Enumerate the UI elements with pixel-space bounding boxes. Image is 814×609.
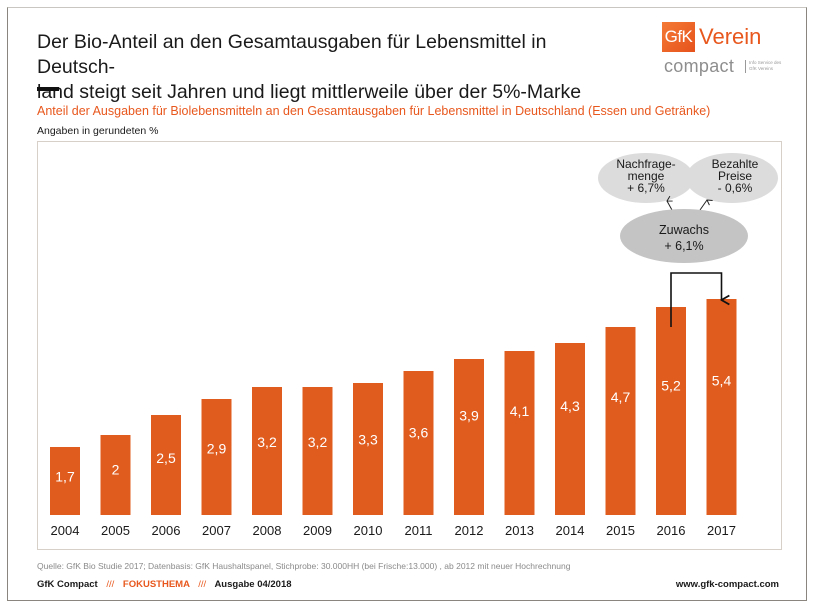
bar-value-label: 2,5 [156,450,176,466]
price-bubble-value: - 0,6% [718,181,753,195]
footer-separator: /// [198,579,207,590]
bar-value-label: 3,6 [409,424,429,440]
bar-2008 [252,387,282,515]
bar-value-label: 2 [112,462,120,478]
publication-name: GfK Compact [37,579,98,590]
bar-value-label: 5,4 [712,373,732,389]
x-tick-label: 2007 [202,523,231,538]
bar-value-label: 4,3 [560,398,580,414]
bar-value-label: 3,3 [358,431,378,447]
bar-2007 [201,399,232,515]
bars-group: 1,7 2004 2 2005 2,5 2006 2,9 2007 3,2 2008 3,2 2009… [50,299,737,538]
bar-2014 [555,343,585,515]
arrow-to-price-icon [699,200,707,211]
x-tick-label: 2010 [354,523,383,538]
growth-bubble-label: Zuwachs [659,223,709,237]
bar-2004 [50,447,80,515]
bar-value-label: 4,7 [611,389,631,405]
arrow-to-demand-icon [667,201,672,211]
annotations-group: Nachfrage- menge + 6,7% Bezahlte Preise … [598,153,778,327]
demand-bubble-line-2: menge [628,169,665,183]
x-tick-label: 2016 [657,523,686,538]
title-line-1: Der Bio-Anteil an den Gesamtausgaben für… [37,31,547,78]
title-line-2: land steigt seit Jahren und liegt mittle… [37,81,582,103]
bar-value-label: 5,2 [661,377,681,393]
x-tick-label: 2012 [455,523,484,538]
gfk-verein-logo: GfK Verein compact Info Service des GfK … [662,18,792,78]
bar-value-label: 2,9 [207,441,227,457]
footer-publication: GfK Compact /// FOKUSTHEMA /// Ausgabe 0… [37,579,292,590]
bar-2006 [151,415,181,515]
x-tick-label: 2017 [707,523,736,538]
price-bubble-line-2: Preise [718,169,752,183]
bar-2013 [504,351,535,515]
footer-separator: /// [106,579,115,590]
section-name: FOKUSTHEMA [122,579,190,590]
growth-bubble [620,209,748,263]
bar-2005 [100,435,131,515]
bar-value-label: 3,9 [459,408,479,424]
growth-bubble-value: + 6,1% [664,239,703,253]
x-tick-label: 2008 [253,523,282,538]
page-title: Der Bio-Anteil an den Gesamtausgaben für… [37,30,597,105]
demand-bubble [598,153,694,203]
bar-value-label: 3,2 [308,434,328,450]
x-tick-label: 2005 [101,523,130,538]
bar-value-label: 1,7 [55,469,75,485]
x-tick-label: 2011 [405,523,433,538]
bar-value-label: 3,2 [257,434,277,450]
price-bubble-line-1: Bezahlte [712,157,759,171]
demand-bubble-line-1: Nachfrage- [616,157,675,171]
logo-compact-text: compact [664,56,735,76]
x-tick-label: 2006 [152,523,181,538]
x-tick-label: 2014 [556,523,585,538]
logo-info-line-2: GfK Vereins [749,65,774,71]
price-bubble [686,153,778,203]
logo-separator [745,60,746,73]
bar-2011 [403,371,434,515]
issue-number: Ausgabe 04/2018 [214,579,292,590]
logo-info-text: Info Service des GfK Vereins [749,60,781,71]
bar-2009 [302,387,333,515]
logo-info-line-1: Info Service des [749,60,782,65]
x-tick-label: 2004 [51,523,80,538]
bar-2016 [656,307,686,515]
bar-2012 [454,359,484,515]
bar-2017 [706,299,737,515]
x-tick-label: 2015 [606,523,635,538]
logo-verein-text: Verein [699,24,762,49]
title-underline [37,87,59,91]
x-tick-label: 2013 [505,523,534,538]
source-note: Quelle: GfK Bio Studie 2017; Datenbasis:… [37,561,571,571]
gfk-logo-box: GfK [662,22,695,52]
bar-2015 [605,327,636,515]
bar-value-label: 4,1 [510,403,530,419]
website-link[interactable]: www.gfk-compact.com [675,579,779,590]
bar-2010 [353,383,383,515]
chart-subtitle: Anteil der Ausgaben für Biolebensmitteln… [37,104,711,118]
x-tick-label: 2009 [303,523,332,538]
unit-note: Angaben in gerundeten % [37,125,159,137]
growth-connector-arrow-icon [670,272,722,327]
demand-bubble-value: + 6,7% [627,181,665,195]
